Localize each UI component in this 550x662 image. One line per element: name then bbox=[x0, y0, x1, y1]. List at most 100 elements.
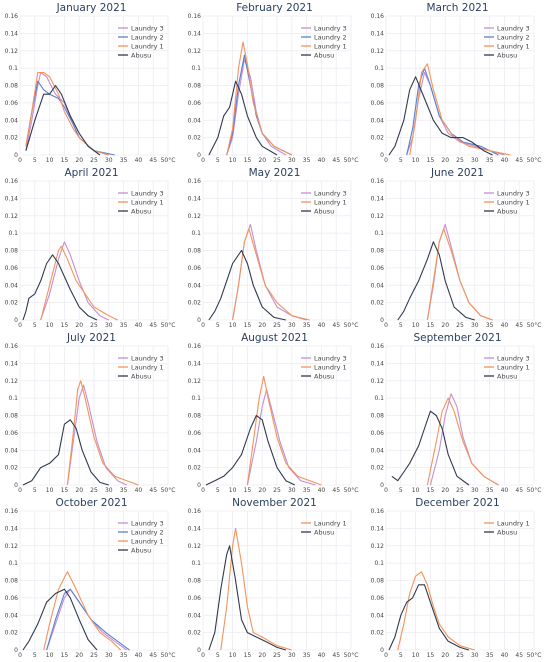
y-tick-label: 0.02 bbox=[5, 300, 19, 307]
x-tick-label: 20 bbox=[258, 157, 266, 164]
x-tick-label: 30 bbox=[471, 652, 479, 659]
chart-panel: July 2021 0 0.02 0.04 0.06 0.08 0.1 0.12 0.14 0.1… bbox=[0, 330, 183, 495]
x-tick-label: 40 bbox=[501, 157, 509, 164]
chart-svg: 0 0.02 0.04 0.06 0.08 0.1 0.12 0.14 0.16 0 5 10 15 20… bbox=[371, 178, 542, 329]
x-tick-label: 10 bbox=[412, 487, 420, 494]
x-tick-label: 5 bbox=[216, 487, 220, 494]
legend-label: Laundry 3 bbox=[314, 354, 347, 362]
series-line bbox=[246, 388, 316, 486]
y-tick-label: 0.08 bbox=[5, 413, 19, 420]
chart-panel: May 2021 0 0.02 0.04 0.06 0.08 0.1 0.12 0.14 0.16… bbox=[183, 165, 366, 330]
series-line bbox=[226, 58, 287, 156]
legend-label: Laundry 2 bbox=[131, 528, 164, 536]
legend-label: Laundry 1 bbox=[497, 519, 530, 527]
chart-svg: 0 0.02 0.04 0.06 0.08 0.1 0.12 0.14 0.16 0 5 10 15 20… bbox=[188, 343, 359, 494]
x-tick-label: 0 bbox=[384, 322, 388, 329]
series-line bbox=[406, 67, 499, 156]
x-tick-label: 50°C bbox=[344, 487, 359, 494]
chart-svg: 0 0.02 0.04 0.06 0.08 0.1 0.12 0.14 0.16 0 5 10 15 20… bbox=[371, 13, 542, 164]
y-tick-label: 0.02 bbox=[188, 465, 202, 472]
chart-svg: 0 0.02 0.04 0.06 0.08 0.1 0.12 0.14 0.16 0 5 10 15 20… bbox=[188, 13, 359, 164]
series-line bbox=[232, 223, 307, 321]
legend-label: Abusu bbox=[314, 51, 334, 59]
x-tick-label: 25 bbox=[273, 652, 281, 659]
y-tick-label: 0.04 bbox=[371, 447, 385, 454]
series-line bbox=[429, 393, 499, 486]
y-tick-label: 0.1 bbox=[191, 230, 201, 237]
x-tick-label: 45 bbox=[149, 322, 157, 329]
y-tick-label: 0.06 bbox=[371, 100, 385, 107]
x-tick-label: 30 bbox=[471, 322, 479, 329]
x-tick-label: 20 bbox=[75, 322, 83, 329]
series-line bbox=[409, 63, 511, 156]
y-tick-label: 0.12 bbox=[371, 48, 385, 55]
legend-label: Laundry 3 bbox=[131, 354, 164, 362]
y-tick-label: 0.02 bbox=[188, 630, 202, 637]
legend-label: Laundry 3 bbox=[131, 189, 164, 197]
x-tick-label: 5 bbox=[399, 652, 403, 659]
x-tick-label: 0 bbox=[384, 652, 388, 659]
x-tick-label: 30 bbox=[105, 487, 113, 494]
x-tick-label: 5 bbox=[216, 652, 220, 659]
x-tick-label: 25 bbox=[90, 487, 98, 494]
x-tick-label: 10 bbox=[229, 322, 237, 329]
x-tick-label: 25 bbox=[456, 157, 464, 164]
x-tick-label: 15 bbox=[427, 322, 435, 329]
series-line bbox=[226, 54, 293, 156]
x-tick-label: 20 bbox=[441, 652, 449, 659]
x-tick-label: 40 bbox=[318, 157, 326, 164]
x-tick-label: 40 bbox=[135, 652, 143, 659]
chart-svg: 0 0.02 0.04 0.06 0.08 0.1 0.12 0.14 0.16 0 5 10 15 20… bbox=[188, 508, 359, 659]
series-line bbox=[226, 41, 293, 156]
y-tick-label: 0.1 bbox=[8, 230, 18, 237]
x-tick-label: 5 bbox=[399, 322, 403, 329]
series-line bbox=[388, 76, 493, 156]
y-tick-label: 0.02 bbox=[5, 135, 19, 142]
x-tick-label: 30 bbox=[105, 322, 113, 329]
x-tick-label: 45 bbox=[332, 652, 340, 659]
x-tick-label: 30 bbox=[288, 157, 296, 164]
y-tick-label: 0.08 bbox=[188, 413, 202, 420]
series-line bbox=[25, 80, 115, 156]
legend-label: Laundry 1 bbox=[131, 363, 164, 371]
y-tick-label: 0.04 bbox=[5, 117, 19, 124]
legend-label: Abusu bbox=[314, 372, 334, 380]
y-tick-label: 0.16 bbox=[188, 343, 202, 350]
chart-svg: 0 0.02 0.04 0.06 0.08 0.1 0.12 0.14 0.16 0 5 10 15 20… bbox=[188, 178, 359, 329]
y-tick-label: 0.14 bbox=[188, 525, 202, 532]
x-tick-label: 0 bbox=[18, 487, 22, 494]
series-line bbox=[208, 545, 287, 651]
y-tick-label: 0.14 bbox=[371, 360, 385, 367]
x-tick-label: 45 bbox=[149, 652, 157, 659]
y-tick-label: 0.04 bbox=[5, 612, 19, 619]
chart-svg: 0 0.02 0.04 0.06 0.08 0.1 0.12 0.14 0.16 0 5 10 15 20… bbox=[371, 343, 542, 494]
y-tick-label: 0.08 bbox=[188, 83, 202, 90]
y-tick-label: 0.02 bbox=[188, 300, 202, 307]
legend-label: Laundry 3 bbox=[131, 24, 164, 32]
x-tick-label: 35 bbox=[486, 322, 494, 329]
legend-label: Abusu bbox=[131, 372, 151, 380]
x-tick-label: 35 bbox=[486, 487, 494, 494]
x-tick-label: 35 bbox=[303, 157, 311, 164]
legend-label: Abusu bbox=[497, 207, 517, 215]
y-tick-label: 0.12 bbox=[371, 378, 385, 385]
y-tick-label: 0.1 bbox=[8, 395, 18, 402]
x-tick-label: 30 bbox=[288, 652, 296, 659]
y-tick-label: 0.06 bbox=[5, 100, 19, 107]
y-tick-label: 0.12 bbox=[188, 48, 202, 55]
y-tick-label: 0.02 bbox=[371, 630, 385, 637]
series-line bbox=[25, 71, 109, 156]
x-tick-label: 45 bbox=[515, 157, 523, 164]
x-tick-label: 35 bbox=[303, 487, 311, 494]
chart-panel: January 2021 0 0.02 0.04 0.06 0.08 0.1 0.12 0.14… bbox=[0, 0, 183, 165]
y-tick-label: 0.02 bbox=[5, 465, 19, 472]
legend-label: Abusu bbox=[497, 372, 517, 380]
x-tick-label: 45 bbox=[332, 487, 340, 494]
y-tick-label: 0.14 bbox=[188, 360, 202, 367]
y-tick-label: 0.14 bbox=[5, 30, 19, 37]
y-tick-label: 0.1 bbox=[8, 65, 18, 72]
y-tick-label: 0.16 bbox=[371, 508, 385, 515]
x-tick-label: 30 bbox=[105, 652, 113, 659]
y-tick-label: 0.1 bbox=[191, 560, 201, 567]
series-line bbox=[208, 249, 287, 321]
